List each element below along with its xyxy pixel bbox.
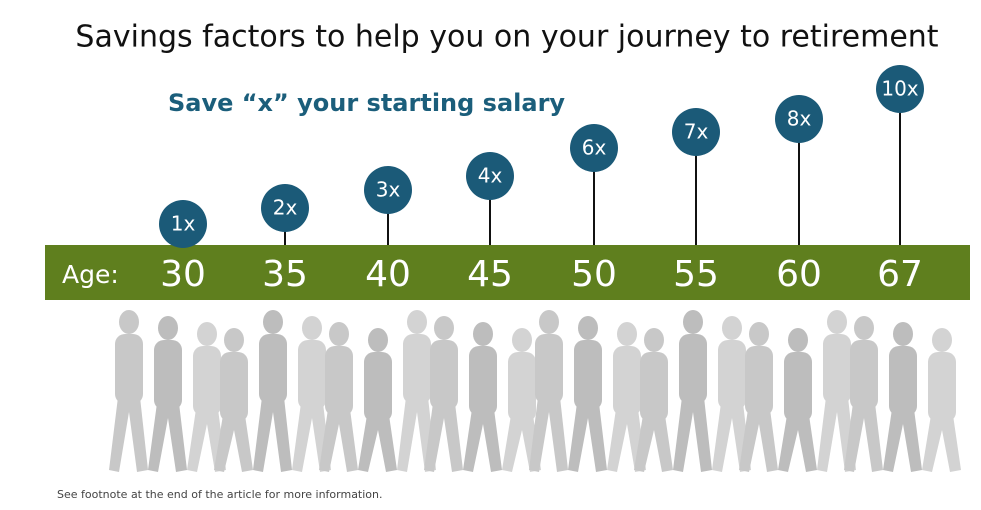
silhouette-legs	[463, 409, 502, 472]
age-bar	[45, 245, 970, 300]
silhouette-legs	[358, 415, 397, 472]
silhouette-body	[220, 352, 248, 422]
factor-label: 6x	[582, 136, 607, 160]
silhouette-head	[827, 310, 847, 334]
silhouette-legs	[568, 403, 607, 472]
silhouette-legs	[778, 415, 817, 472]
factor-label: 3x	[376, 178, 401, 202]
silhouette-head	[434, 316, 454, 340]
silhouette-legs	[739, 409, 778, 472]
silhouette-legs	[844, 403, 883, 472]
silhouette-head	[578, 316, 598, 340]
silhouette-head	[893, 322, 913, 346]
silhouette-head	[932, 328, 952, 352]
factor-bubble	[261, 184, 309, 232]
silhouette-legs	[529, 397, 568, 472]
factor-bubble	[364, 166, 412, 214]
silhouette-body	[718, 340, 746, 410]
factor-bubble	[672, 108, 720, 156]
silhouette-body	[928, 352, 956, 422]
silhouette-head	[788, 328, 808, 352]
silhouette-body	[613, 346, 641, 416]
factor-bubble	[466, 152, 514, 200]
silhouette-body	[745, 346, 773, 416]
silhouette-body	[298, 340, 326, 410]
title: Savings factors to help you on your jour…	[75, 20, 938, 55]
age-value: 55	[673, 254, 719, 295]
silhouette-head	[119, 310, 139, 334]
silhouette-head	[368, 328, 388, 352]
silhouette-body	[403, 334, 431, 404]
silhouette-head	[197, 322, 217, 346]
silhouette-legs	[634, 415, 673, 472]
silhouette-legs	[109, 397, 148, 472]
silhouette-body	[574, 340, 602, 410]
silhouette-head	[473, 322, 493, 346]
silhouette-legs	[253, 397, 292, 472]
silhouette-head	[407, 310, 427, 334]
silhouette-body	[535, 334, 563, 404]
factor-bubble	[159, 200, 207, 248]
silhouette-body	[784, 352, 812, 422]
silhouette-body	[193, 346, 221, 416]
silhouette-body	[325, 346, 353, 416]
factor-label: 4x	[478, 164, 503, 188]
subtitle: Save “x” your starting salary	[168, 89, 565, 117]
silhouette-body	[889, 346, 917, 416]
silhouette-legs	[883, 409, 922, 472]
factor-label: 7x	[684, 120, 709, 144]
factor-bubble	[876, 65, 924, 113]
silhouette-body	[469, 346, 497, 416]
silhouette-head	[329, 322, 349, 346]
silhouette-head	[683, 310, 703, 334]
age-value: 45	[467, 254, 513, 295]
factor-bubble	[570, 124, 618, 172]
age-value: 50	[571, 254, 617, 295]
footnote: See footnote at the end of the article f…	[57, 488, 383, 501]
age-value: 60	[776, 254, 822, 295]
silhouette-head	[263, 310, 283, 334]
silhouette-body	[154, 340, 182, 410]
factor-label: 10x	[881, 77, 918, 101]
silhouette-body	[259, 334, 287, 404]
factor-label: 1x	[171, 212, 196, 236]
silhouette-body	[364, 352, 392, 422]
silhouette-body	[640, 352, 668, 422]
silhouette-legs	[148, 403, 187, 472]
factor-label: 8x	[787, 107, 812, 131]
silhouette-legs	[214, 415, 253, 472]
silhouette-body	[679, 334, 707, 404]
age-value: 35	[262, 254, 308, 295]
silhouette-head	[644, 328, 664, 352]
silhouette-legs	[922, 415, 961, 472]
crowd	[109, 310, 961, 472]
factor-bubble	[775, 95, 823, 143]
silhouette-head	[302, 316, 322, 340]
age-label: Age:	[62, 260, 119, 289]
silhouette-body	[850, 340, 878, 410]
silhouette-head	[158, 316, 178, 340]
factor-label: 2x	[273, 196, 298, 220]
age-value: 67	[877, 254, 923, 295]
age-value: 40	[365, 254, 411, 295]
silhouette-head	[854, 316, 874, 340]
silhouette-body	[508, 352, 536, 422]
age-value: 30	[160, 254, 206, 295]
silhouette-head	[512, 328, 532, 352]
silhouette-head	[749, 322, 769, 346]
silhouette-body	[823, 334, 851, 404]
silhouette-body	[430, 340, 458, 410]
silhouette-head	[539, 310, 559, 334]
silhouette-head	[722, 316, 742, 340]
silhouette-head	[224, 328, 244, 352]
silhouette-head	[617, 322, 637, 346]
silhouette-body	[115, 334, 143, 404]
silhouette-legs	[319, 409, 358, 472]
silhouette-legs	[424, 403, 463, 472]
silhouette-legs	[673, 397, 712, 472]
